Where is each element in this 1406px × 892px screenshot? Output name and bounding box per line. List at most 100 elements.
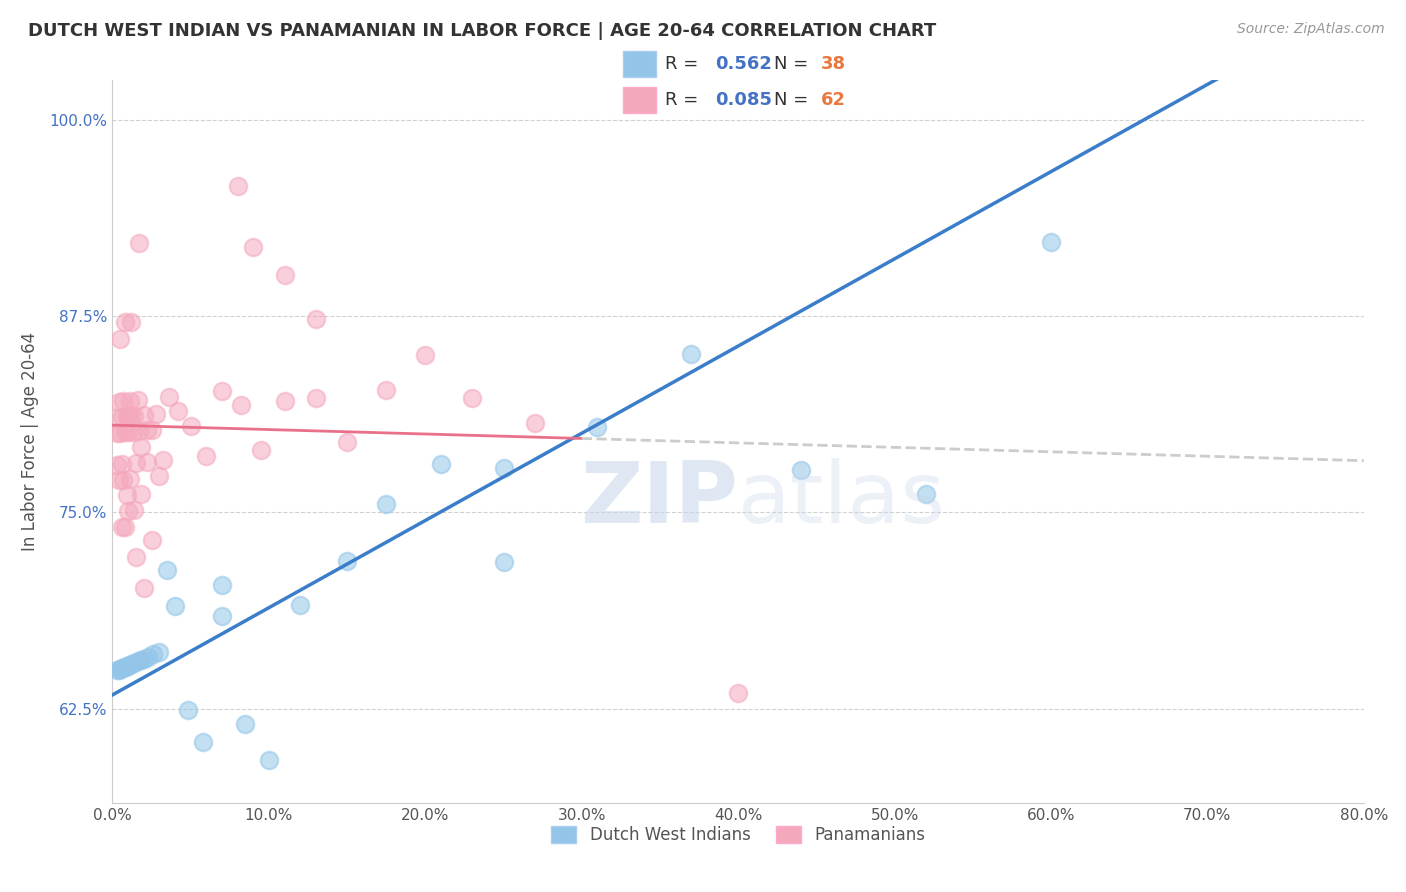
Point <box>112 394 135 409</box>
Point <box>111 661 134 675</box>
Point <box>142 648 165 662</box>
Point <box>110 662 132 676</box>
Point <box>915 486 938 500</box>
Text: N =: N = <box>775 91 814 109</box>
Point <box>118 472 141 486</box>
Point <box>138 649 160 664</box>
Point <box>115 409 138 424</box>
Point <box>107 473 129 487</box>
Point <box>375 497 398 511</box>
Point <box>120 315 142 329</box>
Point <box>110 332 132 346</box>
Point <box>336 434 359 449</box>
Point <box>117 409 139 424</box>
Legend: Dutch West Indians, Panamanians: Dutch West Indians, Panamanians <box>543 817 934 852</box>
Point <box>193 735 215 749</box>
Point <box>115 488 138 502</box>
Point <box>492 461 515 475</box>
Text: R =: R = <box>665 55 704 73</box>
Point <box>117 503 139 517</box>
Point <box>114 425 136 440</box>
Point <box>790 463 813 477</box>
Point <box>129 440 152 454</box>
Point <box>152 453 174 467</box>
Point <box>128 424 150 438</box>
Point <box>235 716 257 731</box>
Point <box>141 423 163 437</box>
Text: ZIP: ZIP <box>581 458 738 541</box>
Point <box>492 556 515 570</box>
Point <box>114 660 136 674</box>
Point <box>586 419 609 434</box>
Point <box>273 268 295 282</box>
Point <box>129 486 152 500</box>
Point <box>124 503 146 517</box>
Point <box>114 316 136 330</box>
Point <box>211 609 233 624</box>
Point <box>273 393 295 408</box>
Text: DUTCH WEST INDIAN VS PANAMANIAN IN LABOR FORCE | AGE 20-64 CORRELATION CHART: DUTCH WEST INDIAN VS PANAMANIAN IN LABOR… <box>28 22 936 40</box>
Text: 0.562: 0.562 <box>716 55 772 73</box>
Point <box>120 409 142 423</box>
Point <box>461 391 484 405</box>
Point <box>124 409 146 423</box>
Text: Source: ZipAtlas.com: Source: ZipAtlas.com <box>1237 22 1385 37</box>
Text: N =: N = <box>775 55 814 73</box>
Point <box>156 563 179 577</box>
Point <box>132 408 155 422</box>
Point <box>523 416 546 430</box>
Point <box>226 178 249 193</box>
Point <box>112 660 135 674</box>
Point <box>117 425 139 439</box>
Point <box>107 394 129 409</box>
Point <box>112 473 135 487</box>
Bar <box>623 52 655 78</box>
Point <box>145 407 167 421</box>
Point <box>110 425 132 440</box>
Point <box>125 549 148 564</box>
Point <box>229 398 252 412</box>
Point <box>305 391 328 405</box>
Text: 0.085: 0.085 <box>716 91 772 109</box>
Point <box>125 456 148 470</box>
Point <box>127 654 149 668</box>
Point <box>132 651 155 665</box>
Point <box>430 458 453 472</box>
Point <box>127 392 149 407</box>
Point <box>148 645 170 659</box>
Point <box>121 425 143 439</box>
Point <box>111 457 134 471</box>
Point <box>727 686 749 700</box>
Point <box>211 578 233 592</box>
Point <box>305 312 328 326</box>
Point <box>107 663 129 677</box>
Point <box>118 393 141 408</box>
Point <box>163 599 186 613</box>
Point <box>124 656 146 670</box>
Point <box>195 449 218 463</box>
Point <box>117 658 139 673</box>
Point <box>105 426 128 441</box>
Point <box>157 390 180 404</box>
Point <box>681 347 703 361</box>
Point <box>111 410 134 425</box>
Point <box>104 410 127 425</box>
Point <box>176 703 198 717</box>
Point <box>115 659 138 673</box>
Point <box>105 458 128 472</box>
Point <box>336 554 359 568</box>
Point <box>135 455 157 469</box>
Bar <box>623 87 655 112</box>
Point <box>290 598 312 612</box>
Text: R =: R = <box>665 91 704 109</box>
Y-axis label: In Labor Force | Age 20-64: In Labor Force | Age 20-64 <box>21 332 38 551</box>
Point <box>242 240 264 254</box>
Point <box>250 443 273 458</box>
Point <box>375 384 398 398</box>
Point <box>257 753 280 767</box>
Point <box>1166 54 1188 69</box>
Text: 38: 38 <box>821 55 846 73</box>
Point <box>211 384 233 399</box>
Text: 62: 62 <box>821 91 846 109</box>
Point <box>128 235 150 250</box>
